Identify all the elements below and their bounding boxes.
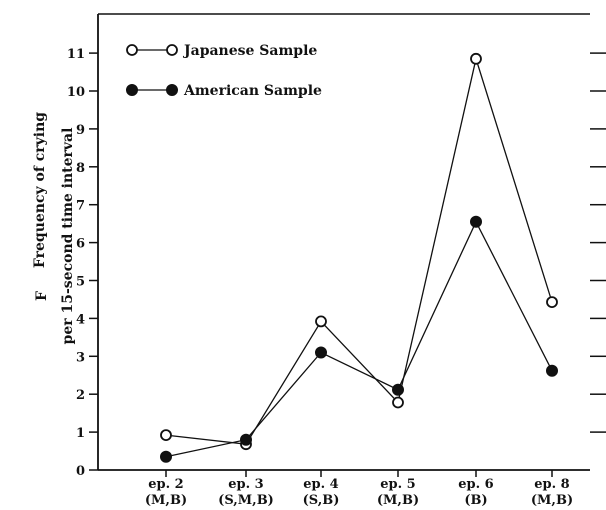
y-tick-label: 8 bbox=[76, 161, 85, 176]
y-tick-label: 5 bbox=[76, 275, 85, 290]
japanese-data-point bbox=[315, 315, 327, 328]
american-legend-label: American Sample bbox=[183, 83, 322, 99]
y-tick-label: 4 bbox=[76, 312, 85, 327]
y-tick-label: 3 bbox=[76, 350, 85, 365]
x-tick-label-detail: (M,B) bbox=[377, 493, 419, 508]
x-tick-label: ep. 8 bbox=[534, 477, 569, 492]
japanese-series-line bbox=[165, 56, 553, 445]
x-tick-label: ep. 4 bbox=[303, 477, 338, 492]
american-legend-marker bbox=[126, 84, 138, 96]
x-tick-label-detail: (B) bbox=[464, 493, 487, 508]
american-data-point bbox=[315, 346, 327, 359]
y-tick-label: 10 bbox=[67, 85, 85, 100]
y-axis-title: F Frequency of crying per 15-second time… bbox=[32, 112, 76, 345]
y-axis-label-line1: Frequency of crying bbox=[32, 112, 48, 268]
x-tick-label-detail: (M,B) bbox=[531, 493, 573, 508]
japanese-legend-marker bbox=[166, 44, 178, 56]
american-data-point bbox=[546, 364, 558, 377]
x-tick-label: ep. 3 bbox=[228, 477, 263, 492]
american-data-point bbox=[470, 215, 482, 228]
y-tick-label: 0 bbox=[76, 464, 85, 479]
y-tick-label: 9 bbox=[76, 123, 85, 138]
x-tick-label-detail: (M,B) bbox=[145, 493, 187, 508]
y-tick-label: 2 bbox=[76, 388, 85, 403]
series-lines bbox=[165, 56, 553, 458]
japanese-data-point bbox=[470, 52, 482, 65]
y-tick-label: 6 bbox=[76, 237, 85, 252]
japanese-data-point bbox=[160, 429, 172, 442]
x-tick-label-detail: (S,B) bbox=[303, 493, 340, 508]
american-data-point bbox=[160, 450, 172, 463]
series-points bbox=[160, 52, 558, 463]
american-data-point bbox=[392, 383, 404, 396]
japanese-legend-label: Japanese Sample bbox=[182, 43, 317, 59]
american-data-point bbox=[240, 433, 252, 446]
y-tick-label: 11 bbox=[67, 47, 85, 62]
japanese-legend-marker bbox=[126, 44, 138, 56]
x-axis-category-labels: ep. 2(M,B)ep. 3(S,M,B)ep. 4(S,B)ep. 5(M,… bbox=[145, 470, 573, 508]
y-tick-label: 1 bbox=[76, 426, 85, 441]
x-tick-label-detail: (S,M,B) bbox=[218, 493, 274, 508]
x-tick-label: ep. 2 bbox=[148, 477, 183, 492]
legend: Japanese Sample American Sample bbox=[126, 43, 322, 99]
x-tick-label: ep. 6 bbox=[458, 477, 493, 492]
american-series-line bbox=[165, 220, 553, 458]
japanese-data-point bbox=[546, 296, 558, 309]
japanese-data-point bbox=[392, 396, 404, 409]
y-axis-ticks: 0 1 2 3 4 5 6 7 8 9 10 11 bbox=[67, 47, 606, 479]
x-tick-label: ep. 5 bbox=[380, 477, 415, 492]
axes bbox=[97, 13, 590, 471]
y-tick-label: 7 bbox=[76, 199, 85, 214]
y-axis-label-line2: per 15-second time interval bbox=[60, 128, 76, 345]
american-legend-marker bbox=[166, 84, 178, 96]
y-axis-prefix: F bbox=[34, 291, 50, 301]
